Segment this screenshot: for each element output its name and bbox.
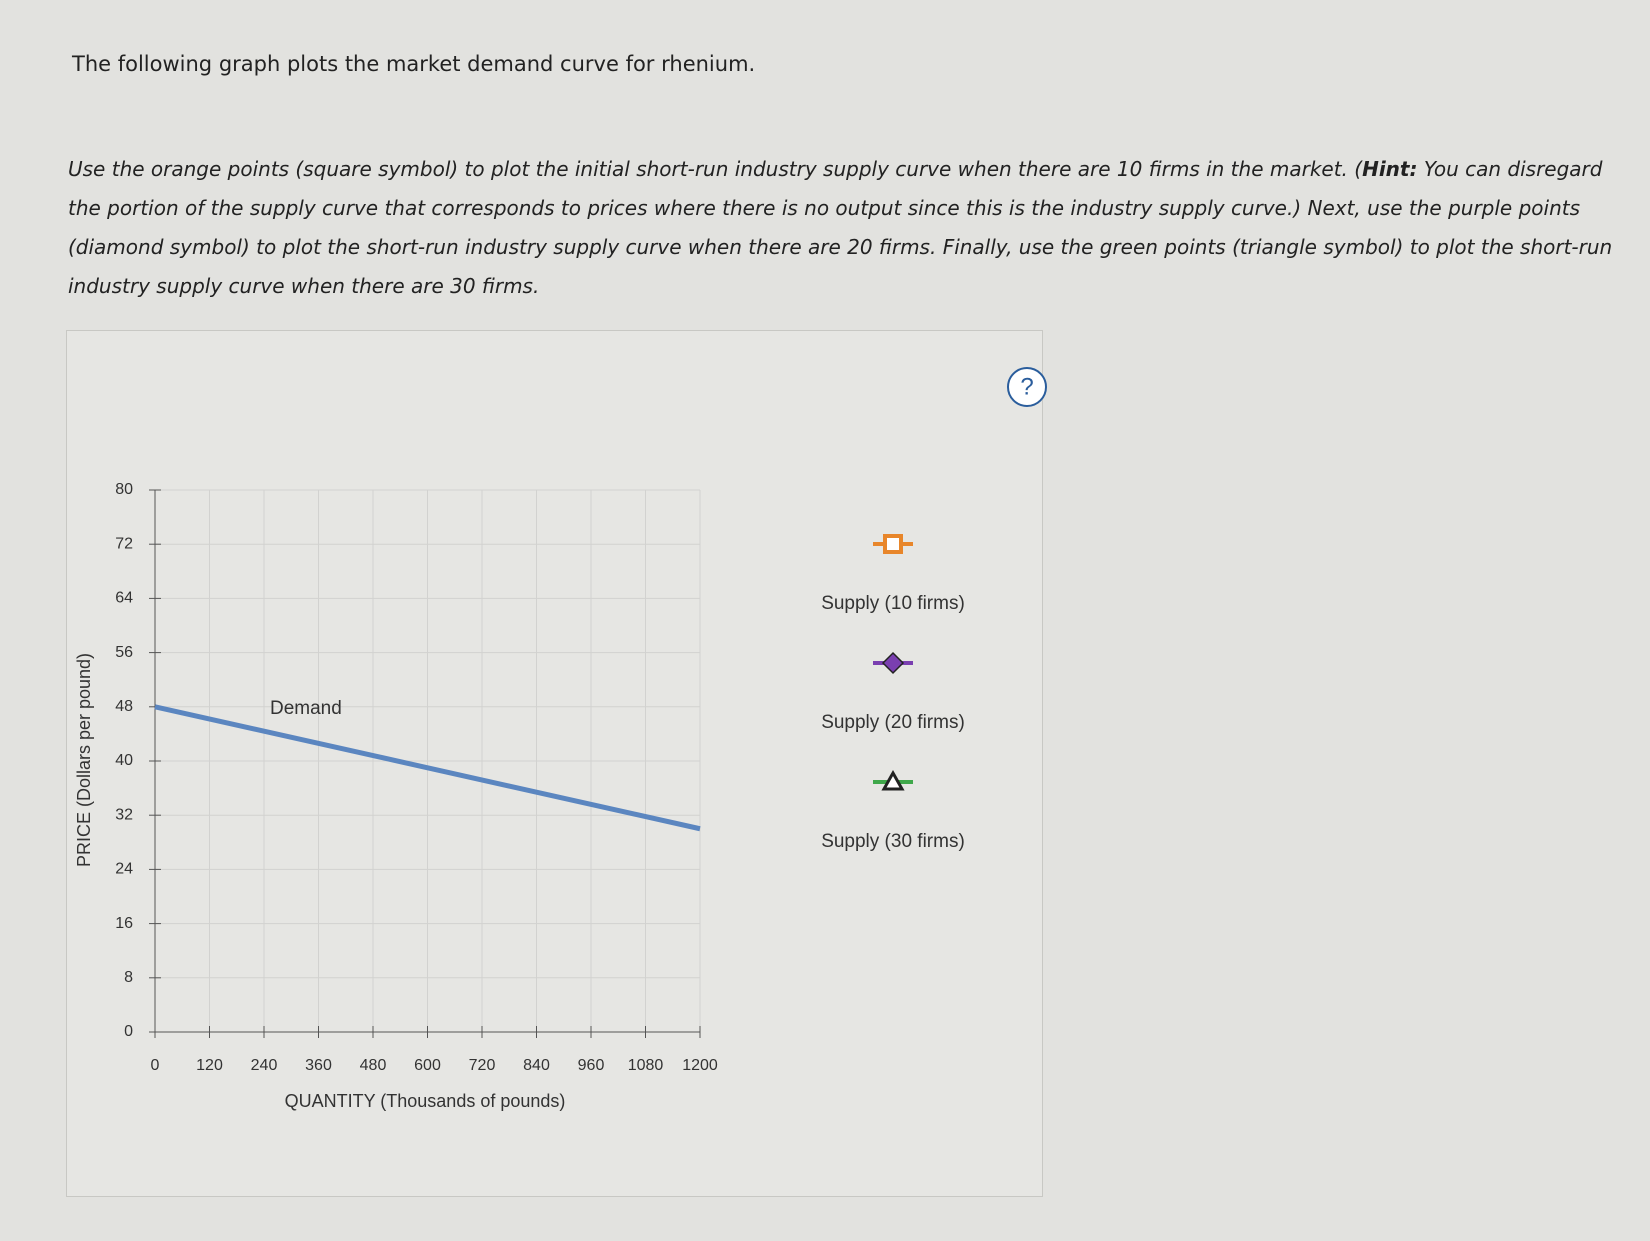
y-tick-label: 8	[124, 969, 133, 986]
y-tick-label: 56	[115, 644, 133, 661]
graph-panel	[66, 330, 1043, 1197]
demand-line	[154, 704, 701, 832]
y-tick-label: 64	[115, 590, 133, 607]
x-tick-label: 1200	[682, 1057, 718, 1074]
x-tick-label: 240	[251, 1057, 278, 1074]
instructions-text: You can disregard the portion of the sup…	[68, 157, 1613, 298]
instructions-text: Use the orange points (square symbol) to…	[68, 157, 1363, 181]
legend-label: Supply (10 firms)	[821, 593, 965, 614]
x-tick-label: 360	[305, 1057, 332, 1074]
hint-label: Hint:	[1362, 157, 1418, 181]
x-tick-label: 960	[578, 1057, 605, 1074]
x-tick-label: 120	[196, 1057, 223, 1074]
x-tick-label: 0	[151, 1057, 160, 1074]
legend-label: Supply (20 firms)	[821, 712, 965, 733]
x-tick-label: 600	[414, 1057, 441, 1074]
y-tick-label: 48	[115, 698, 133, 715]
legend-marker[interactable]	[881, 769, 905, 791]
legend-marker[interactable]	[881, 651, 905, 675]
legend-marker[interactable]	[883, 534, 903, 554]
y-tick-label: 24	[115, 861, 133, 878]
series-label: Demand	[270, 698, 342, 719]
y-tick-label: 72	[115, 535, 133, 552]
x-tick-label: 480	[360, 1057, 387, 1074]
x-tick-label: 720	[469, 1057, 496, 1074]
x-tick-label: 1080	[628, 1057, 664, 1074]
y-tick-label: 80	[115, 481, 133, 498]
y-tick-label: 40	[115, 752, 133, 769]
x-axis-label: QUANTITY (Thousands of pounds)	[285, 1091, 566, 1111]
y-axis-label: PRICE (Dollars per pound)	[74, 653, 94, 867]
x-tick-label: 840	[523, 1057, 550, 1074]
y-tick-label: 32	[115, 806, 133, 823]
instructions: Use the orange points (square symbol) to…	[68, 150, 1628, 306]
help-text[interactable]: ?	[1020, 373, 1033, 400]
intro-text: The following graph plots the market dem…	[72, 52, 756, 76]
y-tick-label: 16	[115, 915, 133, 932]
help-icon[interactable]	[1007, 367, 1047, 407]
legend-label: Supply (30 firms)	[821, 831, 965, 852]
y-tick-label: 0	[124, 1023, 133, 1040]
